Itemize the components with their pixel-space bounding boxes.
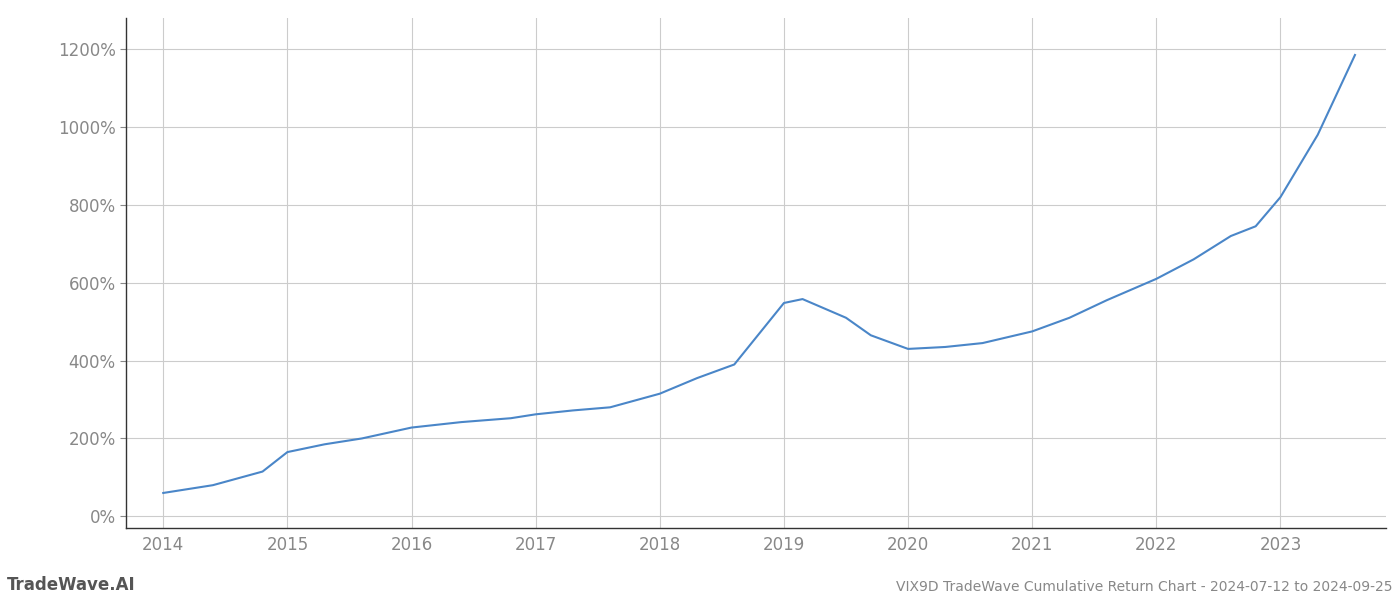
- Text: TradeWave.AI: TradeWave.AI: [7, 576, 136, 594]
- Text: VIX9D TradeWave Cumulative Return Chart - 2024-07-12 to 2024-09-25: VIX9D TradeWave Cumulative Return Chart …: [896, 580, 1393, 594]
